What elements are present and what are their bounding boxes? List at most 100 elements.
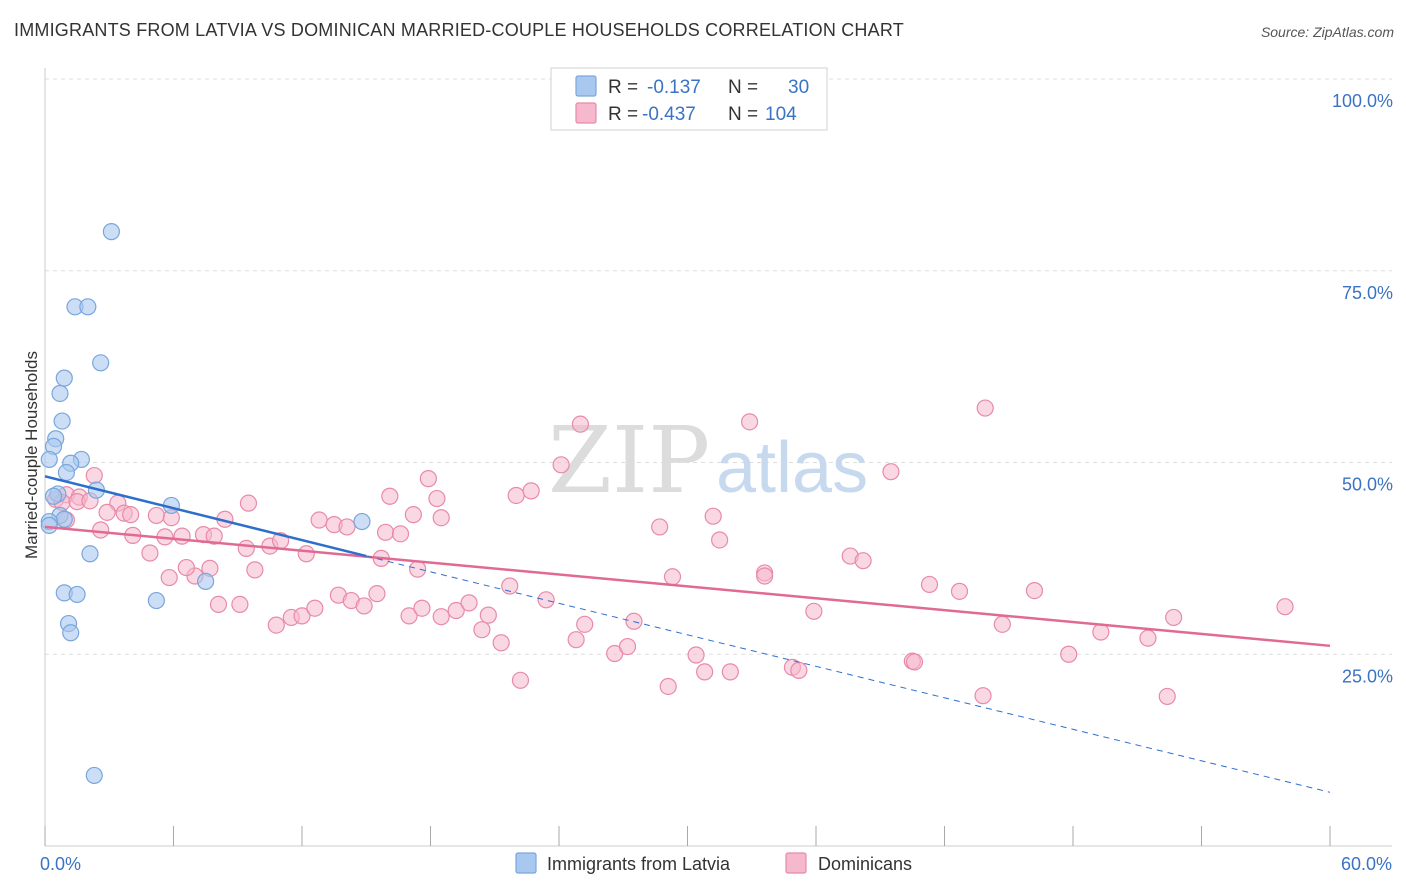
series-legend-swatch-latvia xyxy=(515,852,537,874)
dominicans-point xyxy=(537,591,555,609)
x-tick-labels: 0.0% 60.0% xyxy=(40,854,1392,874)
dominicans-point xyxy=(882,463,900,481)
dominicans-point xyxy=(522,482,540,500)
dominicans-point xyxy=(571,415,590,433)
dominicans-point xyxy=(368,585,386,603)
series-legend-latvia: Immigrants from Latvia xyxy=(547,854,731,874)
y-tick-label: 50.0% xyxy=(1342,475,1393,495)
dominicans-point xyxy=(376,523,395,541)
dominicans-point xyxy=(854,552,872,570)
dominicans-point xyxy=(1025,581,1044,600)
dominicans-point xyxy=(355,597,373,615)
latvia-point xyxy=(40,450,58,469)
dominicans-point xyxy=(576,615,594,633)
dominicans-point xyxy=(711,531,729,549)
latvia-point xyxy=(85,766,103,785)
dominicans-point xyxy=(404,506,422,524)
dominicans-point xyxy=(651,518,669,536)
dominicans-point xyxy=(741,413,759,431)
latvia-point xyxy=(44,487,63,505)
latvia-point xyxy=(92,354,110,372)
dominicans-point xyxy=(246,561,264,579)
dominicans-point xyxy=(905,653,924,671)
chart-title: IMMIGRANTS FROM LATVIA VS DOMINICAN MARR… xyxy=(14,20,904,40)
latvia-point xyxy=(55,369,73,387)
dominicans-point xyxy=(492,634,510,652)
latvia-point xyxy=(68,585,86,604)
dominicans-point xyxy=(805,602,823,620)
dominicans-point xyxy=(306,599,324,617)
dominicans-point xyxy=(721,663,739,681)
dominicans-point xyxy=(432,608,450,626)
latvia-trend-extension xyxy=(366,555,1331,793)
dominicans-point xyxy=(413,599,431,617)
dominicans-point xyxy=(473,621,491,639)
dominicans-point xyxy=(338,518,356,536)
stats-legend: R = -0.137 N = 30 R = -0.437 N = 104 xyxy=(550,67,828,131)
latvia-point xyxy=(147,591,165,610)
dominicans-point xyxy=(1276,598,1294,616)
dominicans-points xyxy=(47,399,1294,706)
watermark-atlas: atlas xyxy=(716,428,868,508)
dominicans-point xyxy=(1092,623,1110,641)
trend-lines xyxy=(44,475,1331,793)
y-tick-labels: 25.0% 50.0% 75.0% 100.0% xyxy=(1332,91,1393,686)
dominicans-point xyxy=(310,511,328,529)
latvia-point xyxy=(197,572,215,590)
dominicans-point xyxy=(696,663,714,681)
legend-r-label-1: R = xyxy=(608,77,638,98)
dominicans-point xyxy=(173,527,191,545)
dominicans-point xyxy=(391,525,410,543)
legend-r-value-1: -0.137 xyxy=(647,77,701,98)
dominicans-point xyxy=(790,661,808,679)
dominicans-point xyxy=(400,607,418,625)
legend-swatch-dominicans xyxy=(575,102,597,124)
dominicans-point xyxy=(409,560,427,578)
latvia-points xyxy=(40,223,371,785)
x-tick-label: 60.0% xyxy=(1341,854,1392,874)
legend-n-value-1: 30 xyxy=(788,77,809,98)
latvia-point xyxy=(353,512,371,531)
dominicans-point xyxy=(976,399,994,417)
series-legend: Immigrants from Latvia Dominicans xyxy=(515,852,912,874)
dominicans-point xyxy=(381,487,399,505)
dominicans-point xyxy=(552,456,570,474)
latvia-point xyxy=(102,223,120,241)
dominicans-point xyxy=(1139,629,1157,647)
legend-swatch-latvia xyxy=(575,75,597,97)
latvia-point xyxy=(81,545,99,563)
legend-n-value-2: 104 xyxy=(765,104,797,125)
dominicans-point xyxy=(85,466,103,485)
dominicans-point xyxy=(1060,645,1078,663)
latvia-point xyxy=(40,516,58,534)
dominicans-point xyxy=(507,486,525,505)
latvia-point xyxy=(79,298,97,316)
series-legend-dominicans: Dominicans xyxy=(818,854,912,874)
y-tick-label: 25.0% xyxy=(1342,666,1393,686)
dominicans-trend-line xyxy=(44,525,1331,648)
dominicans-point xyxy=(755,567,774,585)
dominicans-point xyxy=(920,575,939,594)
dominicans-point xyxy=(663,568,682,586)
dominicans-point xyxy=(432,509,450,527)
dominicans-point xyxy=(177,558,195,577)
legend-r-label-2: R = xyxy=(608,104,638,125)
dominicans-point xyxy=(950,582,969,600)
legend-n-label-2: N = xyxy=(728,104,758,125)
dominicans-point xyxy=(447,601,465,620)
dominicans-point xyxy=(567,631,585,649)
dominicans-point xyxy=(231,595,249,613)
dominicans-point xyxy=(267,616,285,634)
dominicans-point xyxy=(993,615,1011,633)
dominicans-point xyxy=(297,545,315,563)
dominicans-point xyxy=(160,568,178,587)
dominicans-point xyxy=(141,544,159,562)
dominicans-point xyxy=(122,506,140,524)
dominicans-point xyxy=(205,527,223,545)
latvia-point xyxy=(62,624,80,642)
dominicans-point xyxy=(974,687,992,705)
stats-legend-box xyxy=(550,67,828,131)
legend-n-label-1: N = xyxy=(728,77,758,98)
y-tick-label: 100.0% xyxy=(1332,91,1393,111)
